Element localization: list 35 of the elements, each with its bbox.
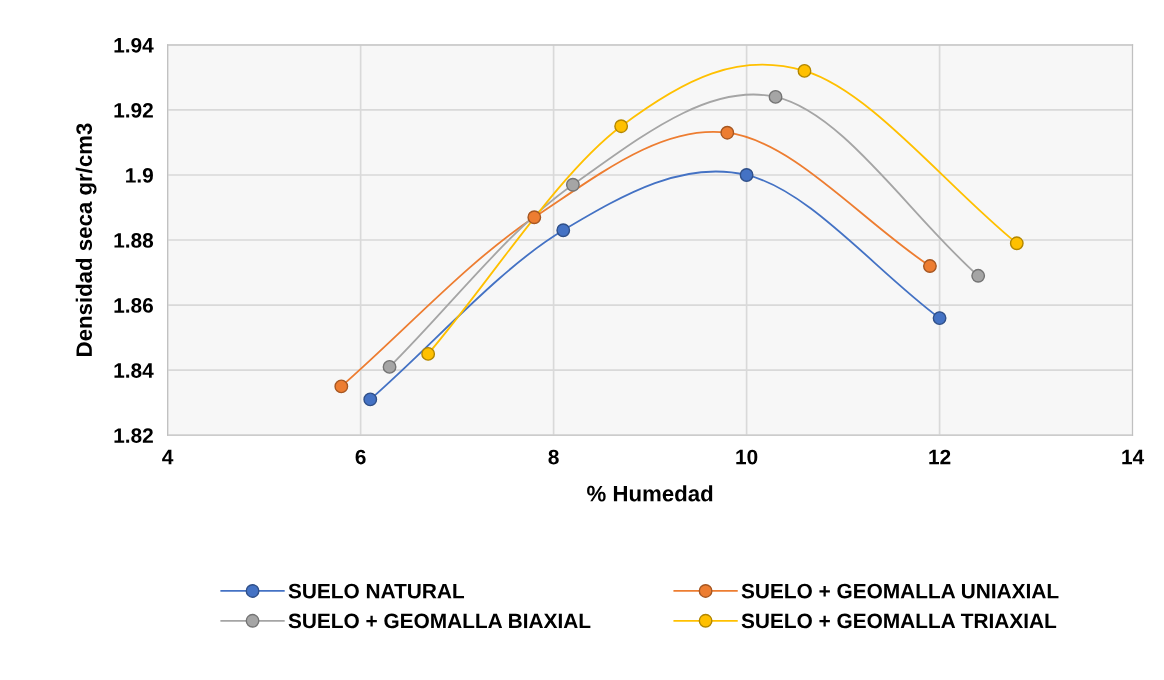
y-tick-label: 1.88 bbox=[114, 233, 154, 248]
legend-label: SUELO + GEOMALLA BIAXIAL bbox=[288, 613, 591, 629]
point bbox=[556, 223, 571, 238]
point bbox=[797, 63, 812, 78]
point bbox=[565, 177, 580, 192]
point bbox=[720, 125, 735, 140]
point bbox=[922, 259, 937, 274]
point bbox=[932, 311, 947, 326]
point bbox=[768, 89, 783, 104]
y-tick-label: 1.92 bbox=[114, 102, 153, 118]
x-tick-label: 14 bbox=[1122, 449, 1145, 465]
point bbox=[739, 168, 754, 182]
x-tick-label: 4 bbox=[162, 449, 174, 465]
point bbox=[971, 268, 986, 283]
x-tick-label: 6 bbox=[355, 449, 366, 465]
x-tick-label: 12 bbox=[929, 449, 951, 465]
point bbox=[363, 392, 378, 407]
legend-label: SUELO + GEOMALLA UNIAXIAL bbox=[741, 583, 1059, 599]
point bbox=[527, 210, 542, 225]
point bbox=[382, 359, 397, 374]
x-tick-label: 8 bbox=[548, 449, 559, 465]
y-tick-label: 1.86 bbox=[114, 298, 153, 313]
y-tick-label: 1.82 bbox=[114, 428, 153, 443]
legend-label: SUELO NATURAL bbox=[288, 583, 465, 599]
y-axis-title: Densidad seca gr/cm3 bbox=[75, 123, 97, 356]
y-tick-label: 1.84 bbox=[114, 363, 154, 378]
point bbox=[334, 379, 349, 394]
point bbox=[614, 119, 629, 134]
point bbox=[421, 346, 436, 361]
legend-label: SUELO + GEOMALLA TRIAXIAL bbox=[741, 613, 1057, 629]
x-tick-label: 10 bbox=[736, 449, 758, 465]
y-tick-label: 1.94 bbox=[114, 37, 154, 53]
x-axis-title: % Humedad bbox=[587, 485, 713, 502]
point bbox=[1009, 236, 1024, 251]
y-tick-label: 1.9 bbox=[126, 167, 153, 183]
